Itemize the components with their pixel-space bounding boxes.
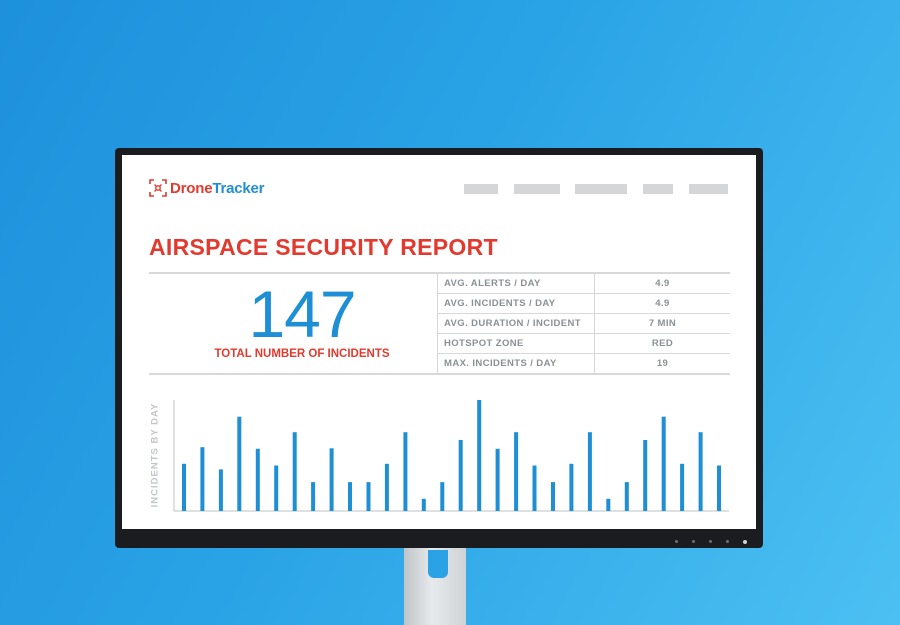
total-incidents-number: 147 <box>248 277 356 351</box>
power-button[interactable] <box>743 540 747 544</box>
logo-text: DroneTracker <box>170 179 265 197</box>
chart-bar <box>532 465 537 511</box>
chart-bars <box>182 400 721 511</box>
stat-label: AVG. INCIDENTS / DAY <box>437 293 595 314</box>
chart-bar <box>421 498 426 511</box>
drone-logo-icon <box>149 179 167 197</box>
nav-item-5[interactable] <box>689 184 728 194</box>
chart-bar <box>292 432 297 511</box>
chart-bar <box>348 482 352 511</box>
stat-label: AVG. DURATION / INCIDENT <box>437 313 595 334</box>
stat-value: 7 MIN <box>594 313 730 334</box>
chart-bar <box>403 432 408 511</box>
stats-row: AVG. INCIDENTS / DAY 4.9 <box>437 293 730 314</box>
stat-value: 4.9 <box>594 293 730 314</box>
logo-text-tracker: Tracker <box>212 179 265 197</box>
total-incidents-label: TOTAL NUMBER OF INCIDENTS <box>214 348 390 360</box>
stat-label: HOTSPOT ZONE <box>437 333 595 354</box>
bezel-button[interactable] <box>692 540 695 543</box>
chart-bar <box>218 469 223 511</box>
chart-bar <box>182 463 186 511</box>
stats-row: MAX. INCIDENTS / DAY 19 <box>437 353 731 373</box>
stats-row: HOTSPOT ZONE RED <box>437 333 730 354</box>
chart-bar <box>551 482 555 511</box>
stand-cable-slot <box>428 550 448 578</box>
monitor: DroneTracker AIRSPACE SECURITY REPORT 14… <box>115 148 763 548</box>
chart-bar <box>255 448 260 511</box>
stat-value: 19 <box>656 358 669 369</box>
logo[interactable]: DroneTracker <box>149 179 265 197</box>
page-title: AIRSPACE SECURITY REPORT <box>149 234 498 260</box>
bezel-button[interactable] <box>709 540 712 543</box>
divider <box>149 373 730 375</box>
chart-bar <box>514 432 519 511</box>
chart-bar <box>477 400 482 511</box>
logo-text-drone: Drone <box>170 179 213 197</box>
chart-bar <box>237 416 242 511</box>
stats-row: AVG. DURATION / INCIDENT 7 MIN <box>437 313 730 334</box>
chart-bar <box>366 482 371 511</box>
incidents-bar-chart <box>173 400 729 512</box>
chart-bar <box>606 498 611 511</box>
stat-label: MAX. INCIDENTS / DAY <box>437 353 595 373</box>
chart-bar <box>384 463 389 511</box>
chart-bar <box>495 448 500 511</box>
chart-bar <box>458 440 463 511</box>
chart-bar <box>661 416 666 511</box>
chart-bar <box>698 432 703 511</box>
nav-item-1[interactable] <box>464 184 498 194</box>
chart-bar <box>569 463 574 511</box>
chart-bar <box>274 465 279 511</box>
monitor-buttons[interactable] <box>675 540 747 544</box>
stat-value: 4.9 <box>594 274 730 294</box>
chart-bar <box>624 482 629 511</box>
stat-label: AVG. ALERTS / DAY <box>437 274 595 294</box>
stats-row: AVG. ALERTS / DAY 4.9 <box>437 274 730 294</box>
nav-item-2[interactable] <box>514 184 560 194</box>
chart-bar <box>311 482 316 511</box>
chart-bar <box>200 447 205 511</box>
chart-bar <box>440 482 445 511</box>
chart-bar <box>329 448 334 511</box>
bezel-button[interactable] <box>726 540 729 543</box>
chart-y-axis-label: INCIDENTS BY DAY <box>149 402 161 508</box>
chart-bar <box>680 463 685 511</box>
nav-item-4[interactable] <box>643 184 673 194</box>
chart-bar <box>643 440 648 511</box>
screen: DroneTracker AIRSPACE SECURITY REPORT 14… <box>122 155 756 529</box>
chart-bar <box>587 432 592 511</box>
stats-table: AVG. ALERTS / DAY 4.9 AVG. INCIDENTS / DA… <box>437 274 730 373</box>
bezel-button[interactable] <box>675 540 678 543</box>
divider <box>149 272 730 274</box>
chart-bar <box>717 465 721 511</box>
nav-item-3[interactable] <box>575 184 627 194</box>
stat-value: RED <box>594 333 730 354</box>
